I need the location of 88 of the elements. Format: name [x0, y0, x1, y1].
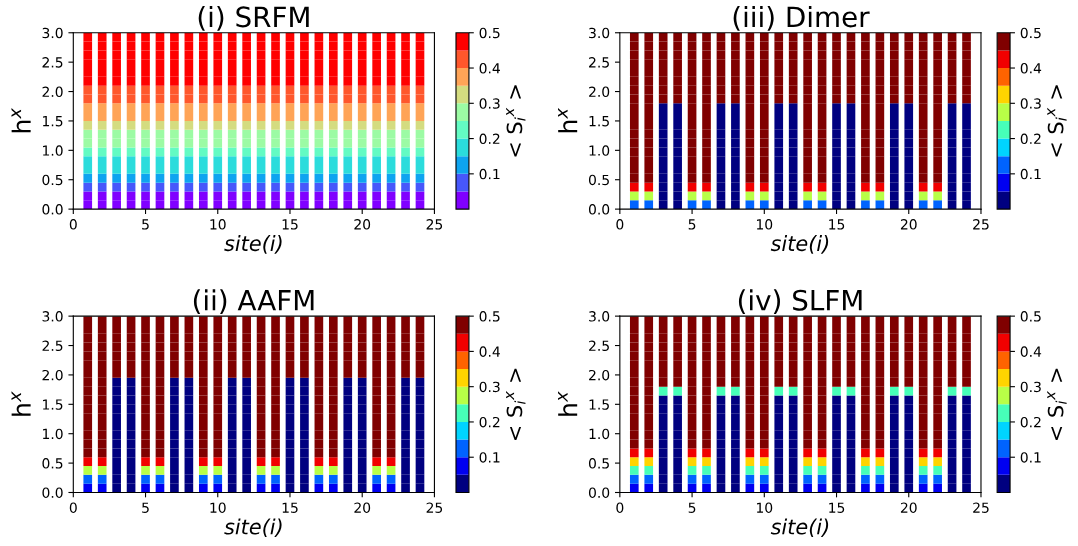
y-tick-label: 2.5	[589, 340, 609, 351]
x-tick-label: 10	[210, 219, 226, 230]
x-tick-label: 10	[210, 502, 226, 513]
chart-title: (iv) SLFM	[738, 289, 862, 315]
x-tick-label: 5	[142, 219, 149, 230]
chart-title: (iii) Dimer	[733, 5, 870, 31]
x-tick-label: 10	[756, 502, 773, 513]
x-tick-label: 20	[354, 502, 371, 513]
color-bar-label: 0.3	[1020, 98, 1041, 109]
x-tick-label: 0	[69, 502, 77, 513]
x-tick-label: 20	[900, 219, 917, 230]
x-tick-label: 25	[973, 219, 989, 230]
color-bar-label: 0.2	[1020, 133, 1041, 145]
x-tick-label: 5	[688, 502, 696, 513]
color-bar-label: 0.2	[479, 416, 500, 428]
y-tick-label: 1.5	[43, 399, 63, 410]
y-tick-label: 0.0	[42, 204, 63, 215]
x-axis-title: site(i)	[224, 518, 282, 538]
color-bar-label: 0.4	[479, 346, 500, 357]
chart-title: (ii) AAFM	[193, 289, 314, 315]
y-tick-label: 2.0	[42, 369, 63, 381]
y-axis-title: h$^{x}$	[558, 107, 578, 133]
y-tick-label: 1.0	[43, 145, 63, 156]
color-bar-label: 0.1	[479, 168, 500, 180]
y-tick-label: 1.0	[589, 428, 610, 440]
x-tick-label: 5	[688, 219, 696, 230]
color-bar-label: 0.5	[479, 27, 500, 39]
y-tick-label: 1.0	[589, 145, 610, 156]
x-tick-label: 15	[282, 219, 298, 230]
color-bar-title: < S$_{i}$$^{x}$ >	[506, 368, 526, 440]
y-tick-label: 0.5	[42, 458, 63, 469]
y-tick-label: 0.5	[42, 174, 63, 186]
y-tick-label: 1.5	[589, 399, 609, 410]
x-tick-label: 0	[69, 219, 77, 230]
x-tick-label: 15	[282, 502, 298, 513]
x-tick-label: 0	[616, 219, 624, 230]
color-bar-title: < S$_{i}$$^{x}$ >	[506, 85, 526, 157]
color-bar-label: 0.5	[1020, 27, 1041, 39]
color-bar-label: 0.3	[479, 98, 500, 109]
y-axis-title: h$^{x}$	[558, 391, 578, 416]
y-tick-label: 1.5	[43, 116, 63, 127]
x-axis-title: site(i)	[224, 235, 282, 254]
color-bar-label: 0.4	[1020, 63, 1042, 74]
x-axis-title: site(i)	[770, 518, 829, 538]
color-bar-label: 0.1	[1020, 452, 1041, 463]
x-tick-label: 25	[426, 219, 443, 230]
y-tick-label: 2.0	[589, 86, 610, 98]
y-axis-title: h$^{x}$	[11, 107, 31, 133]
color-bar-title: < S$_{i}$$^{x}$ >	[1047, 368, 1067, 440]
y-tick-label: 0.0	[42, 487, 63, 498]
x-tick-label: 0	[616, 502, 624, 513]
x-tick-label: 20	[900, 502, 917, 513]
color-bar-label: 0.5	[479, 311, 500, 322]
y-tick-label: 3.0	[42, 311, 63, 322]
y-tick-label: 2.0	[42, 86, 63, 98]
x-tick-label: 10	[756, 219, 773, 230]
y-tick-label: 2.5	[42, 57, 63, 68]
x-tick-label: 25	[973, 502, 989, 513]
y-tick-label: 1.5	[589, 116, 609, 127]
color-bar-label: 0.3	[1020, 381, 1041, 393]
color-bar-label: 0.2	[1020, 416, 1041, 428]
color-bar-label: 0.5	[1020, 311, 1041, 322]
color-bar-label: 0.4	[1020, 346, 1042, 357]
y-tick-label: 0.0	[588, 487, 610, 498]
chart-title: (i) SRFM	[198, 5, 309, 31]
x-tick-label: 5	[142, 502, 149, 513]
color-bar-label: 0.1	[479, 452, 500, 463]
color-bar-label: 0.3	[479, 381, 500, 393]
x-tick-label: 20	[354, 219, 371, 230]
x-tick-label: 25	[426, 502, 443, 513]
y-tick-label: 2.0	[589, 369, 610, 381]
color-bar-label: 0.2	[479, 133, 500, 145]
y-tick-label: 0.5	[588, 458, 609, 469]
color-bar-title: < S$_{i}$$^{x}$ >	[1047, 85, 1067, 157]
y-tick-label: 0.0	[588, 204, 610, 215]
x-tick-label: 15	[829, 502, 845, 513]
y-tick-label: 0.5	[588, 174, 609, 186]
y-tick-label: 3.0	[589, 27, 610, 39]
y-tick-label: 3.0	[589, 311, 610, 322]
x-tick-label: 15	[829, 219, 845, 230]
x-axis-title: site(i)	[770, 235, 829, 254]
y-tick-label: 2.5	[589, 57, 609, 68]
y-tick-label: 3.0	[42, 27, 63, 39]
color-bar-label: 0.1	[1020, 168, 1041, 180]
y-axis-title: h$^{x}$	[11, 391, 31, 416]
color-bar-label: 0.4	[479, 63, 500, 74]
y-tick-label: 2.5	[42, 340, 63, 351]
y-tick-label: 1.0	[43, 428, 63, 440]
